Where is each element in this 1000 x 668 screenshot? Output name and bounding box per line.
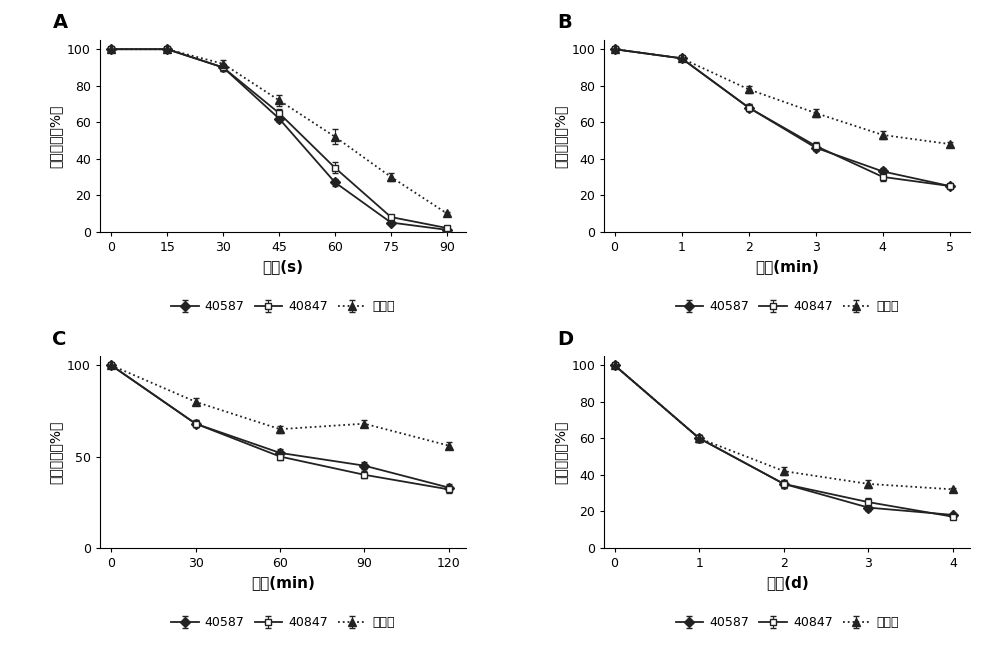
Y-axis label: 相对酶活（%）: 相对酶活（%） (49, 104, 63, 168)
Legend: 40587, 40847, 实验组: 40587, 40847, 实验组 (671, 295, 904, 319)
X-axis label: 时间(min): 时间(min) (251, 575, 315, 591)
Legend: 40587, 40847, 实验组: 40587, 40847, 实验组 (166, 295, 399, 319)
X-axis label: 时间(d): 时间(d) (766, 575, 809, 591)
Text: D: D (557, 329, 573, 349)
X-axis label: 时间(min): 时间(min) (755, 259, 819, 275)
Text: C: C (52, 329, 67, 349)
Y-axis label: 相对酶活（%）: 相对酶活（%） (49, 420, 63, 484)
Legend: 40587, 40847, 实验组: 40587, 40847, 实验组 (671, 611, 904, 635)
Text: B: B (557, 13, 572, 33)
Legend: 40587, 40847, 实验组: 40587, 40847, 实验组 (166, 611, 399, 635)
Y-axis label: 相对酶活（%）: 相对酶活（%） (553, 104, 567, 168)
X-axis label: 时间(s): 时间(s) (262, 259, 303, 275)
Text: A: A (52, 13, 68, 33)
Y-axis label: 相对酶活（%）: 相对酶活（%） (553, 420, 567, 484)
